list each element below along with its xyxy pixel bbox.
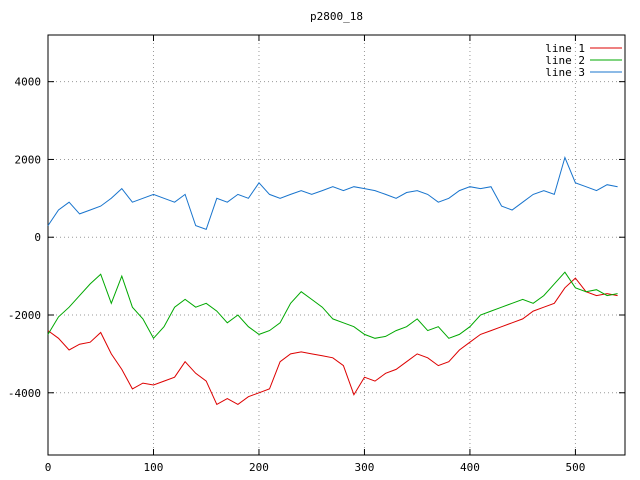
y-axis-tick-label: 4000 xyxy=(15,76,42,89)
y-axis-tick-label: -2000 xyxy=(8,309,41,322)
series-line-3 xyxy=(47,155,618,231)
plot-border xyxy=(47,34,626,456)
chart-title: p2800_18 xyxy=(310,10,363,23)
x-axis-tick-label: 200 xyxy=(249,461,269,474)
x-axis-tick-label: 0 xyxy=(45,461,52,474)
legend-label: line 3 xyxy=(545,66,585,79)
legend-label: line 1 xyxy=(545,42,585,55)
x-axis-tick-label: 300 xyxy=(355,461,375,474)
y-axis-tick-label: -4000 xyxy=(8,387,41,400)
series-line-1 xyxy=(47,277,618,406)
x-axis-tick-label: 400 xyxy=(460,461,480,474)
x-axis-tick-label: 500 xyxy=(565,461,585,474)
legend-label: line 2 xyxy=(545,54,585,67)
x-axis-tick-label: 100 xyxy=(144,461,164,474)
y-axis-tick-label: 2000 xyxy=(15,153,42,166)
series-line-2 xyxy=(47,271,618,340)
y-axis-tick-label: 0 xyxy=(34,231,41,244)
